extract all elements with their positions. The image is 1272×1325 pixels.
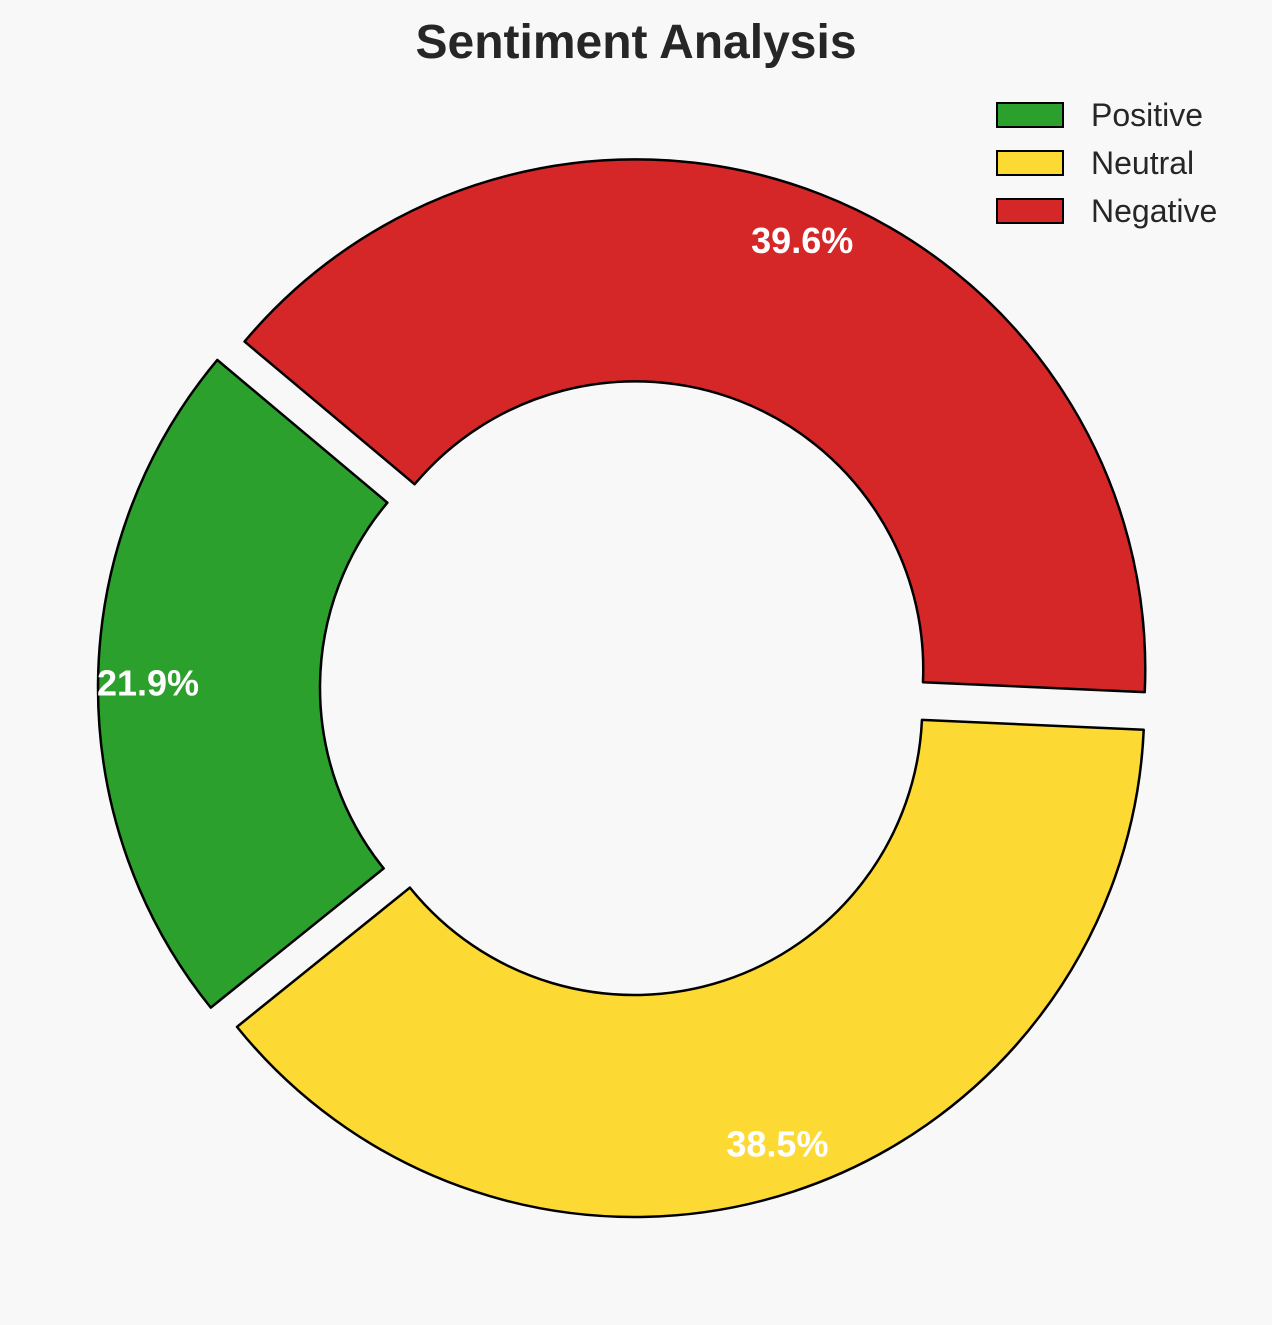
legend-item-neutral: Neutral — [996, 145, 1194, 181]
legend-label-neutral: Neutral — [1091, 145, 1194, 181]
legend-item-positive: Positive — [996, 97, 1203, 133]
slice-labels: 21.9% 38.5% 39.6% — [97, 220, 853, 1164]
slice-negative — [243, 158, 1147, 694]
legend-swatch-negative — [996, 198, 1064, 224]
legend-swatch-neutral — [996, 150, 1064, 176]
slice-neutral — [235, 718, 1145, 1219]
slice-label-positive: 21.9% — [97, 663, 199, 704]
legend: Positive Neutral Negative — [996, 97, 1217, 229]
legend-swatch-positive — [996, 102, 1064, 128]
legend-label-negative: Negative — [1091, 193, 1217, 229]
slice-positive — [96, 358, 389, 1009]
legend-item-negative: Negative — [996, 193, 1217, 229]
donut-slices — [96, 158, 1147, 1219]
slice-label-negative: 39.6% — [751, 220, 853, 261]
slice-label-neutral: 38.5% — [726, 1124, 828, 1165]
legend-label-positive: Positive — [1091, 97, 1203, 133]
chart-title: Sentiment Analysis — [415, 16, 856, 69]
